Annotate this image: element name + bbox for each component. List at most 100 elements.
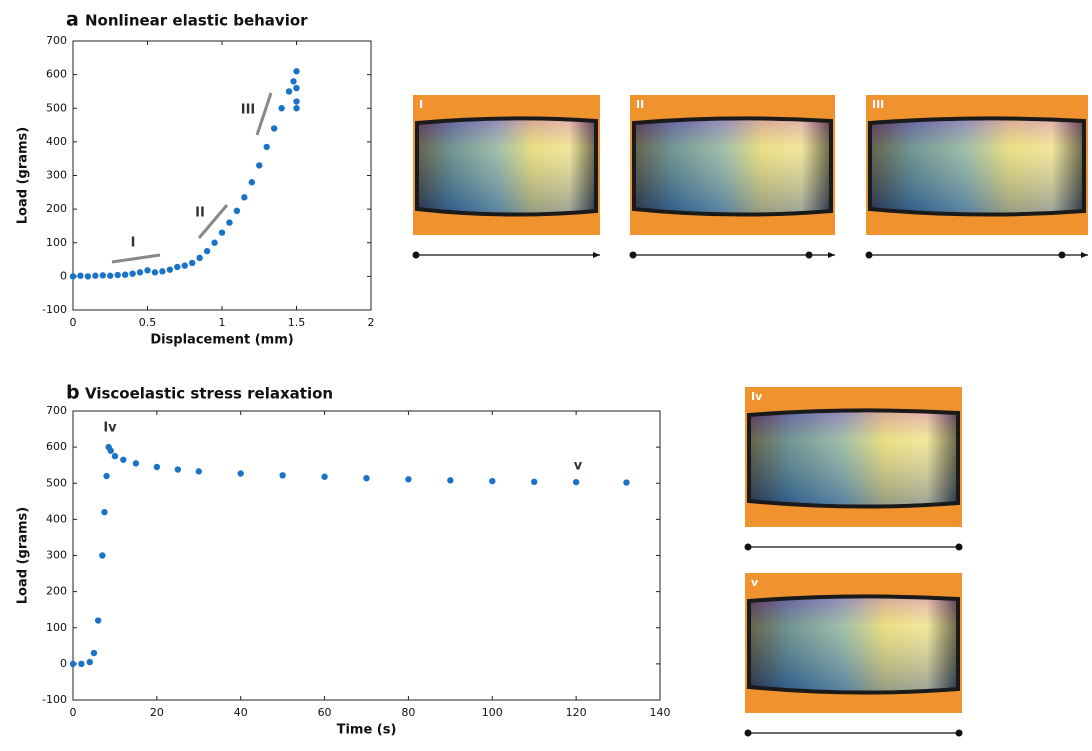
y-tick-label: 200 xyxy=(46,202,67,215)
data-point xyxy=(256,162,263,169)
data-point xyxy=(237,470,244,477)
data-point xyxy=(101,508,108,516)
annotation: II xyxy=(195,206,205,221)
y-tick-label: 500 xyxy=(46,101,67,114)
x-tick-label: 140 xyxy=(650,706,671,719)
data-point xyxy=(278,105,285,112)
data-point xyxy=(270,125,278,132)
data-point xyxy=(226,219,233,226)
data-point xyxy=(121,271,129,278)
data-point xyxy=(321,473,328,480)
x-tick-label: 40 xyxy=(234,706,248,719)
data-point xyxy=(94,617,102,624)
data-point xyxy=(489,477,496,485)
data-point xyxy=(69,660,77,668)
photo-label: III xyxy=(872,98,884,111)
data-point xyxy=(203,247,211,255)
x-tick-label: 20 xyxy=(150,706,164,719)
annotation-lines xyxy=(111,92,273,264)
arrow-end xyxy=(955,543,963,551)
x-tick-label: 1.5 xyxy=(288,316,306,329)
data-point xyxy=(107,272,114,279)
x-tick-label: 120 xyxy=(566,706,587,719)
annotation: I xyxy=(131,236,136,251)
panel-letter: b xyxy=(66,382,80,404)
plot-frame xyxy=(72,40,372,311)
x-tick-label: 0 xyxy=(70,706,77,719)
y-tick-label: 700 xyxy=(46,34,67,47)
slope-line xyxy=(111,253,161,264)
data-point xyxy=(263,143,270,151)
data-point xyxy=(218,229,226,236)
y-tick-label: 600 xyxy=(46,440,67,453)
y-tick-label: 100 xyxy=(46,236,67,249)
data-point xyxy=(159,268,166,275)
data-point xyxy=(211,239,218,246)
data-point xyxy=(132,460,140,467)
x-tick-label: 100 xyxy=(482,706,503,719)
data-point xyxy=(92,272,99,279)
specimen-sheen xyxy=(872,120,1082,213)
specimen-photo: II xyxy=(629,95,835,259)
data-point xyxy=(447,477,454,484)
y-tick-label: -100 xyxy=(42,303,67,316)
x-tick-label: 0 xyxy=(70,316,77,329)
y-tick-label: 600 xyxy=(46,68,67,81)
slope-line xyxy=(197,204,229,239)
arrow-end xyxy=(955,729,963,737)
x-tick-label: 0.5 xyxy=(139,316,157,329)
arrow-head xyxy=(828,252,835,258)
y-tick-label: -100 xyxy=(42,693,67,706)
data-point xyxy=(111,452,119,460)
data-point xyxy=(69,273,77,280)
annotation: v xyxy=(574,459,583,474)
panel-letter: a xyxy=(66,9,79,31)
data-point xyxy=(189,259,196,267)
arrow-start xyxy=(412,251,420,259)
data-point xyxy=(279,472,286,479)
specimen-photo: I xyxy=(412,95,600,259)
arrow-head xyxy=(1081,252,1088,258)
data-point xyxy=(623,479,630,486)
photo-label: Iv xyxy=(751,390,763,403)
data-point xyxy=(153,463,161,471)
data-point xyxy=(166,266,174,273)
data-point xyxy=(181,262,188,269)
data-point xyxy=(99,552,106,559)
arrow-head xyxy=(593,252,600,258)
x-axis-label: Displacement (mm) xyxy=(150,333,293,348)
y-tick-label: 0 xyxy=(60,657,67,670)
y-tick-label: 400 xyxy=(46,135,67,148)
y-tick-label: 500 xyxy=(46,476,67,489)
y-tick-label: 700 xyxy=(46,404,67,417)
x-tick-label: 2 xyxy=(368,316,375,329)
arrow-mark xyxy=(1058,251,1066,259)
y-tick-label: 0 xyxy=(60,269,67,282)
data-point xyxy=(151,269,159,276)
data-point xyxy=(195,468,202,475)
arrow-start xyxy=(744,729,752,737)
arrow-start xyxy=(629,251,637,259)
chart-title: Nonlinear elastic behavior xyxy=(85,12,308,30)
x-tick-label: 60 xyxy=(318,706,332,719)
data-point xyxy=(293,98,300,105)
specimen-sheen xyxy=(751,412,956,505)
data-point xyxy=(90,649,98,657)
annotation: Iv xyxy=(103,421,117,436)
specimen-photo: III xyxy=(865,95,1088,259)
data-point xyxy=(144,267,151,274)
data-point xyxy=(84,273,92,280)
y-tick-label: 100 xyxy=(46,621,67,634)
data-point xyxy=(293,105,300,112)
data-point xyxy=(405,476,412,483)
data-point xyxy=(174,466,182,473)
specimen-sheen xyxy=(751,598,956,691)
specimen-photo: v xyxy=(744,573,963,737)
data-point xyxy=(136,269,144,276)
specimen-sheen xyxy=(419,120,594,213)
data-point xyxy=(114,271,121,279)
data-point xyxy=(572,478,580,486)
data-point xyxy=(531,478,538,486)
arrow-start xyxy=(865,251,873,259)
